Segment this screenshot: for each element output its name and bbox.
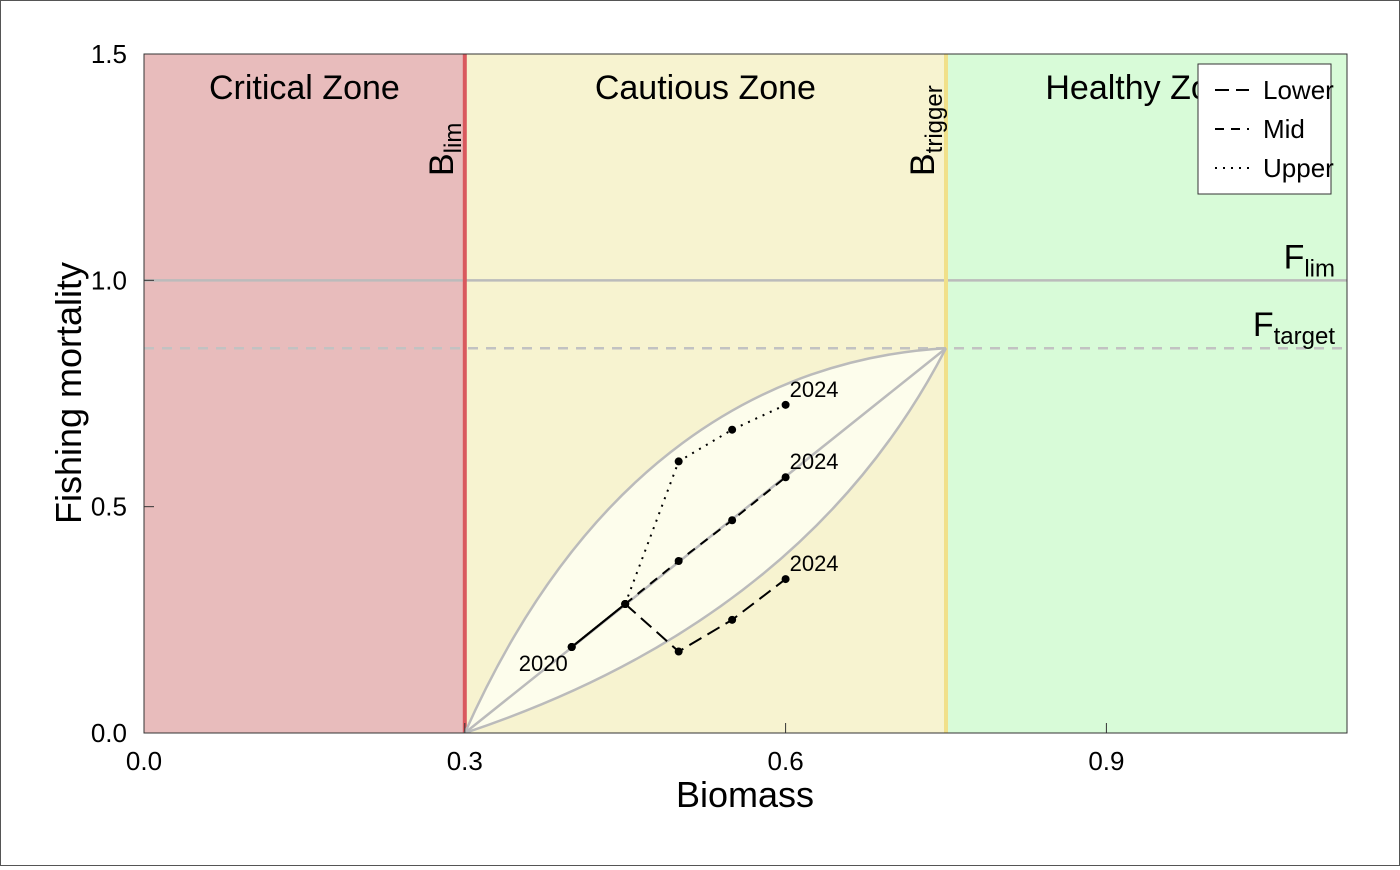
point-mid-4 [781,473,790,482]
series-mid-line [624,476,787,605]
point-upper-0 [567,642,576,651]
x-axis-label: Biomass [676,774,814,815]
btrigger-label-sub: trigger [921,85,948,153]
btrigger-label-main: B [904,153,942,176]
x-tick-label-3: 0.9 [1088,746,1124,776]
point-upper-4 [781,400,790,409]
point-lower-4 [781,575,790,584]
legend-label-mid: Mid [1263,114,1305,144]
point-label-2024-3: 2024 [790,551,839,576]
plot-border [143,53,1348,734]
x-tick-label-0: 0.0 [126,746,162,776]
y-axis-label: Fishing mortality [48,262,89,524]
point-upper-2 [674,457,683,466]
zone-label-cautious-zone: Cautious Zone [595,69,816,107]
point-label-2024-1: 2024 [790,377,839,402]
point-lower-2 [674,647,683,656]
y-tick-label-0: 0.0 [91,718,127,748]
legend-label-lower: Lower [1263,75,1334,105]
legend: Lower Mid Upper [1197,63,1334,195]
point-mid-3 [728,516,737,525]
point-label-2020-0: 2020 [519,651,568,676]
point-mid-2 [674,556,683,565]
x-tick-label-2: 0.6 [768,746,804,776]
envelope-upper [463,346,947,733]
blim-label-sub: lim [440,123,467,154]
btrigger-label: Btrigger [904,85,948,176]
y-tick-label-2: 1.0 [91,265,127,295]
point-upper-1 [621,599,630,608]
blim-label-main: B [423,153,461,176]
ftarget-label-main: F [1253,306,1274,344]
series-upper-start [571,603,626,648]
flim-label-sub: lim [1304,255,1335,282]
zone-label-critical-zone: Critical Zone [209,69,400,107]
y-tick-label-3: 1.5 [91,39,127,69]
ftarget-label-sub: target [1274,323,1336,350]
y-tick-label-1: 0.5 [91,492,127,522]
point-lower-3 [728,615,737,624]
blim-label: Blim [423,123,467,176]
x-tick-label-1: 0.3 [447,746,483,776]
legend-label-upper: Upper [1263,153,1334,183]
point-label-2024-2: 2024 [790,449,839,474]
ftarget-label: Ftarget [1253,306,1335,350]
envelope-lower [464,347,948,733]
zone-critical-zone [144,54,465,733]
flim-label-main: F [1284,238,1305,276]
point-upper-3 [728,425,737,434]
flim-label: Flim [1284,238,1335,282]
